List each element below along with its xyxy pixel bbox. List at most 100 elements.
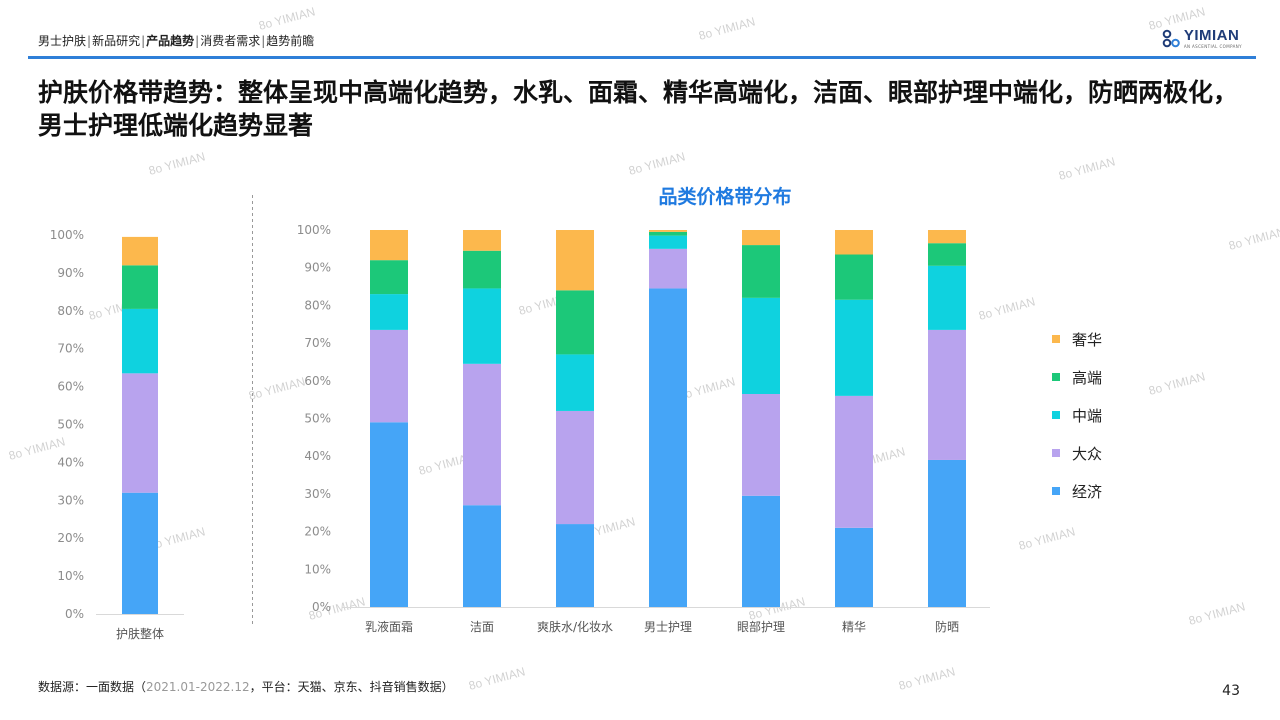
source-suffix: ，平台：天猫、京东、抖音销售数据）	[249, 680, 454, 694]
y-tick-label: 40%	[304, 449, 331, 463]
y-tick-label: 100%	[50, 228, 84, 242]
bar-segment	[649, 231, 687, 236]
bar-segment	[122, 265, 158, 309]
chart-legend: 奢华 高端 中端 大众 经济	[1052, 320, 1102, 510]
breadcrumb-separator: |	[195, 33, 200, 48]
source-date: 2021.01-2022.12	[146, 680, 250, 694]
bar-segment	[370, 230, 408, 261]
x-tick-label: 防晒	[935, 619, 959, 634]
legend-label: 中端	[1072, 406, 1103, 425]
legend-label: 经济	[1072, 482, 1103, 501]
watermark: 8o YIMIAN	[1057, 154, 1116, 182]
logo-wordmark: YIMIAN	[1183, 27, 1240, 44]
bar-segment	[742, 245, 780, 298]
legend-item: 中端	[1052, 396, 1102, 434]
bar-segment	[556, 354, 594, 411]
y-tick-label: 0%	[312, 600, 331, 614]
watermark: 8o YIMIAN	[1017, 524, 1076, 552]
y-tick-label: 60%	[304, 374, 331, 388]
y-tick-label: 10%	[304, 562, 331, 576]
legend-item: 经济	[1052, 472, 1102, 510]
bar-segment	[463, 288, 501, 364]
y-tick-label: 10%	[57, 569, 84, 583]
bar-segment	[122, 308, 158, 374]
header-divider	[28, 56, 1256, 59]
y-tick-label: 90%	[304, 261, 331, 275]
watermark: 8o YIMIAN	[977, 294, 1036, 322]
x-tick-label: 护肤整体	[116, 626, 164, 641]
x-tick-label: 男士护理	[644, 620, 692, 634]
breadcrumb: 男士护肤 | 新品研究 | 产品趋势 | 消费者需求 | 趋势前瞻	[38, 32, 314, 49]
y-tick-label: 80%	[57, 304, 84, 318]
bar-segment	[835, 299, 873, 396]
watermark: 8o YIMIAN	[147, 149, 206, 177]
yimian-logo-icon	[1162, 29, 1180, 47]
breadcrumb-separator: |	[141, 33, 146, 48]
bar-segment	[556, 410, 594, 525]
bar-segment	[928, 265, 966, 330]
watermark: 8o YIMIAN	[897, 664, 956, 692]
x-tick-label: 乳液面霜	[365, 619, 413, 634]
bar-segment	[649, 288, 687, 607]
watermark: 8o YIMIAN	[247, 374, 306, 402]
logo: YIMIAN AN ASCENTIAL COMPANY	[1162, 28, 1242, 49]
bar-segment	[556, 230, 594, 291]
bar-segment	[370, 422, 408, 607]
y-tick-label: 30%	[304, 487, 331, 501]
logo-tagline: AN ASCENTIAL COMPANY	[1183, 44, 1242, 49]
watermark: 8o YIMIAN	[467, 664, 526, 692]
legend-swatch	[1052, 487, 1060, 495]
bar-segment	[928, 459, 966, 607]
bar-segment	[122, 492, 158, 614]
data-source-note: 数据源：一面数据（2021.01-2022.12，平台：天猫、京东、抖音销售数据…	[38, 678, 454, 695]
bar-segment	[122, 236, 158, 266]
breadcrumb-item[interactable]: 男士护肤	[38, 34, 87, 48]
bar-segment	[742, 297, 780, 394]
watermark: 8o YIMIAN	[1147, 369, 1206, 397]
legend-label: 高端	[1072, 368, 1103, 387]
page-number: 43	[1222, 683, 1240, 699]
y-tick-label: 100%	[297, 223, 331, 237]
bar-segment	[370, 294, 408, 330]
y-tick-label: 70%	[57, 342, 84, 356]
y-tick-label: 70%	[304, 336, 331, 350]
y-tick-label: 50%	[304, 412, 331, 426]
breadcrumb-item[interactable]: 产品趋势	[146, 34, 195, 48]
page-title: 护肤价格带趋势：整体呈现中高端化趋势，水乳、面霜、精华高端化，洁面、眼部护理中端…	[38, 78, 1239, 140]
legend-swatch	[1052, 411, 1060, 419]
watermark: 8o YIMIAN	[257, 4, 316, 32]
bar-segment	[928, 230, 966, 244]
bar-segment	[463, 505, 501, 607]
y-tick-label: 30%	[57, 493, 84, 507]
legend-swatch	[1052, 335, 1060, 343]
watermark: 8o YIMIAN	[1147, 4, 1206, 32]
source-prefix: 数据源：一面数据（	[38, 680, 147, 694]
bar-segment	[463, 230, 501, 251]
bar-segment	[463, 250, 501, 289]
legend-swatch	[1052, 373, 1060, 381]
breadcrumb-item[interactable]: 消费者需求	[200, 34, 261, 48]
legend-item: 大众	[1052, 434, 1102, 472]
watermark: 8o YIMIAN	[627, 149, 686, 177]
bar-segment	[742, 230, 780, 246]
bar-segment	[649, 235, 687, 249]
watermark: 8o YIMIAN	[697, 14, 756, 42]
x-tick-label: 洁面	[470, 620, 494, 634]
bar-segment	[122, 373, 158, 493]
bar-segment	[556, 290, 594, 355]
x-tick-label: 精华	[842, 620, 866, 634]
breadcrumb-item[interactable]: 趋势前瞻	[266, 34, 315, 48]
bar-segment	[835, 395, 873, 528]
bar-segment	[556, 524, 594, 607]
legend-swatch	[1052, 449, 1060, 457]
y-tick-label: 20%	[57, 531, 84, 545]
breadcrumb-item[interactable]: 新品研究	[92, 34, 141, 48]
y-tick-label: 60%	[57, 380, 84, 394]
y-tick-label: 40%	[57, 455, 84, 469]
x-tick-label: 爽肤水/化妆水	[537, 619, 613, 634]
y-tick-label: 0%	[65, 607, 84, 621]
bar-segment	[649, 248, 687, 289]
bar-segment	[370, 260, 408, 295]
watermark: 8o YIMIAN	[1227, 224, 1280, 252]
